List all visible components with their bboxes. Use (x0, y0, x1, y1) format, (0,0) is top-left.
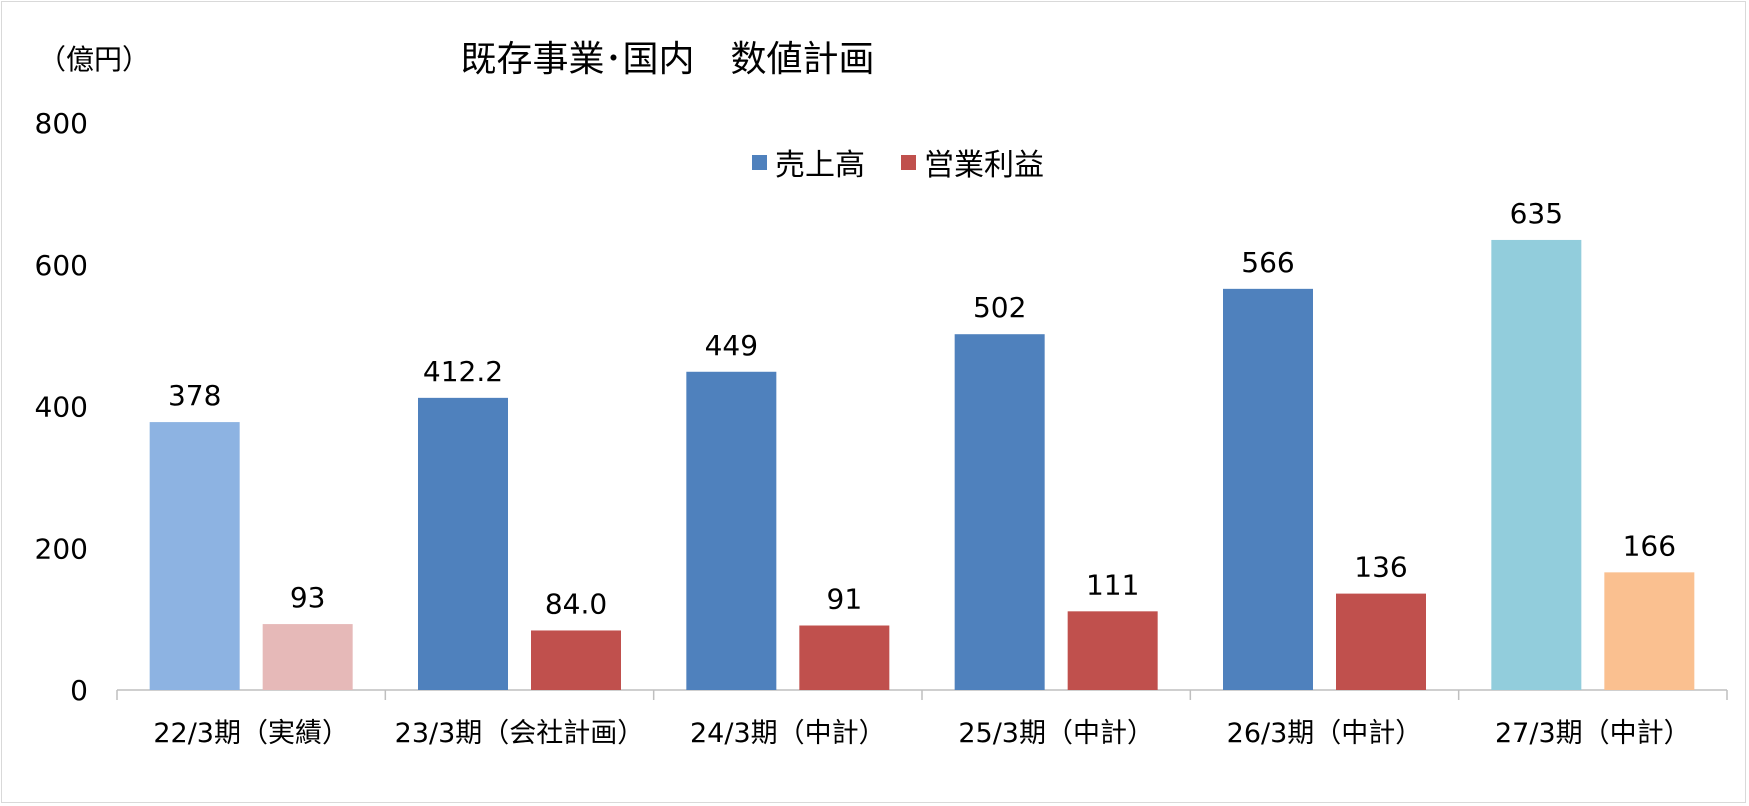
y-tick-label-1: 200 (35, 532, 88, 565)
legend-swatch-operating-profit (901, 154, 916, 170)
data-label-sales-4: 566 (1241, 246, 1294, 279)
bar-sales-3 (954, 334, 1045, 690)
legend-swatch-sales (752, 154, 767, 170)
data-label-operating-profit-1: 84.0 (545, 587, 607, 620)
bar-operating-profit-1 (531, 630, 621, 690)
data-label-sales-5: 635 (1510, 197, 1563, 230)
x-category-label-5: 27/3期（中計） (1495, 718, 1691, 749)
unit-label: （億円） (38, 43, 151, 76)
bar-sales-0 (149, 422, 240, 690)
y-tick-label-0: 0 (70, 674, 88, 707)
bar-operating-profit-0 (262, 624, 353, 690)
legend: 売上高 営業利益 (752, 140, 1080, 184)
legend-item-sales: 売上高 (752, 140, 865, 184)
bar-operating-profit-4 (1336, 593, 1426, 690)
data-label-sales-1: 412.2 (423, 355, 503, 388)
bar-sales-1 (418, 397, 508, 690)
bar-sales-5 (1491, 239, 1582, 690)
data-label-sales-0: 378 (168, 379, 221, 412)
y-tick-label-3: 600 (35, 249, 88, 282)
x-category-label-4: 26/3期（中計） (1227, 718, 1423, 749)
data-label-operating-profit-3: 111 (1086, 568, 1139, 601)
y-tick-label-2: 400 (35, 391, 88, 424)
bar-operating-profit-2 (799, 625, 890, 690)
x-category-label-0: 22/3期（実績） (153, 718, 349, 749)
x-category-label-2: 24/3期（中計） (690, 718, 886, 749)
data-label-operating-profit-5: 166 (1623, 529, 1676, 562)
legend-item-operating-profit: 営業利益 (901, 140, 1044, 184)
bar-operating-profit-5 (1604, 572, 1695, 690)
data-label-operating-profit-4: 136 (1354, 551, 1407, 584)
x-category-label-1: 23/3期（会社計画） (395, 718, 645, 749)
x-category-label-3: 25/3期（中計） (958, 718, 1154, 749)
data-label-operating-profit-0: 93 (290, 581, 326, 614)
bar-sales-4 (1223, 288, 1313, 690)
data-label-sales-3: 502 (973, 291, 1026, 324)
bar-operating-profit-3 (1067, 611, 1158, 690)
data-label-sales-2: 449 (705, 329, 758, 362)
legend-label-sales: 売上高 (775, 148, 865, 183)
bar-sales-2 (686, 371, 777, 690)
data-label-operating-profit-2: 91 (827, 583, 863, 616)
legend-label-operating-profit: 営業利益 (924, 148, 1044, 183)
y-tick-label-4: 800 (35, 107, 88, 140)
chart-title: 既存事業･国内 数値計画 (460, 39, 875, 80)
